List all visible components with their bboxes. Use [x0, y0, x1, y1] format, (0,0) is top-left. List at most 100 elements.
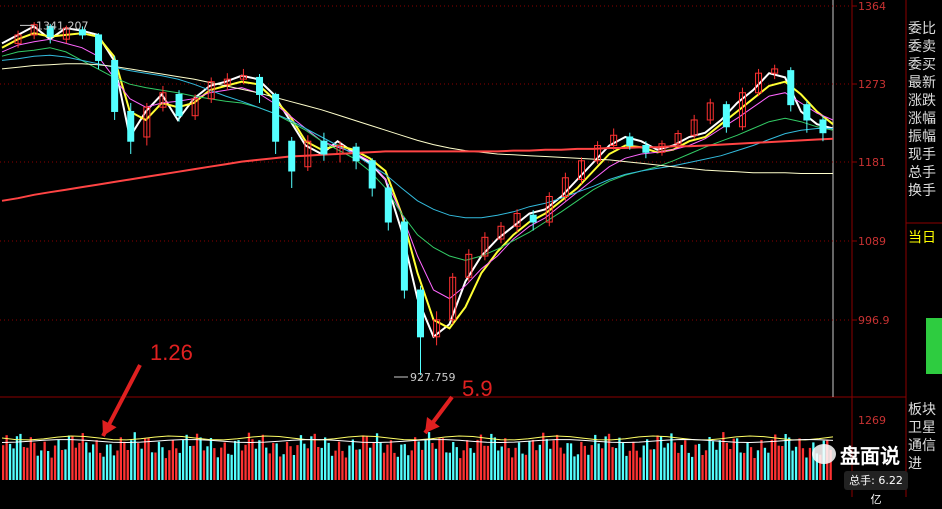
sector-label[interactable]: 进 [908, 456, 922, 472]
candle[interactable] [223, 73, 231, 91]
candle-body [577, 160, 585, 180]
volume-bar [663, 447, 666, 480]
candle[interactable] [594, 141, 602, 165]
candle[interactable] [368, 158, 376, 197]
candle[interactable] [803, 101, 811, 133]
candlestick-chart[interactable]: 1364 1273 1181 1089 996.9 1269 1341.207 927.75… [0, 0, 942, 497]
volume-bar [788, 437, 791, 480]
candle-body [368, 160, 376, 189]
candle-body [288, 140, 296, 172]
candle[interactable] [513, 209, 521, 233]
volume-bar [472, 452, 476, 480]
candle[interactable] [288, 136, 296, 188]
candle[interactable] [320, 132, 328, 161]
candle[interactable] [62, 25, 70, 44]
moving-average-line [1, 63, 833, 174]
candle[interactable] [449, 273, 457, 325]
sector-list[interactable]: 板块 卫星 通信 进 [908, 401, 942, 473]
volume-bar [234, 440, 237, 480]
intraday-label[interactable]: 当日 [908, 230, 936, 246]
candle[interactable] [30, 22, 38, 40]
candle[interactable] [417, 285, 424, 376]
candle[interactable] [304, 135, 312, 171]
candle[interactable] [336, 141, 344, 163]
volume-bar [680, 444, 683, 480]
volume-bar [272, 442, 275, 480]
candle[interactable] [642, 141, 650, 159]
volume-bar [60, 450, 64, 480]
candle[interactable] [46, 23, 54, 44]
candle[interactable] [433, 311, 441, 346]
candle-body [46, 25, 54, 38]
candle-body [449, 276, 457, 321]
candle[interactable] [819, 115, 827, 142]
candle[interactable] [787, 67, 795, 112]
volume-bar [12, 448, 15, 480]
stat-label: 现手 [908, 147, 936, 163]
volume-bars[interactable] [1, 432, 834, 480]
candle[interactable] [610, 128, 618, 150]
candlesticks[interactable] [14, 22, 827, 376]
candle[interactable] [78, 26, 86, 40]
candle-body [722, 104, 730, 128]
volume-bar [175, 448, 178, 480]
candle[interactable] [481, 232, 489, 261]
volume-bar [268, 453, 271, 480]
candle[interactable] [207, 77, 215, 103]
candle[interactable] [674, 130, 682, 148]
volume-bar [57, 439, 60, 480]
candle[interactable] [191, 94, 199, 120]
candle[interactable] [771, 64, 779, 80]
volume-bar [580, 441, 583, 480]
candle[interactable] [239, 68, 247, 85]
candle[interactable] [690, 114, 698, 139]
candle[interactable] [722, 101, 730, 133]
candle[interactable] [755, 68, 763, 97]
candle[interactable] [384, 183, 392, 231]
candle[interactable] [352, 142, 360, 170]
candle[interactable] [706, 98, 714, 125]
candle[interactable] [143, 102, 151, 146]
candle-body [191, 98, 199, 117]
candle[interactable] [497, 222, 505, 244]
volume-ma-line [1, 438, 834, 444]
candle[interactable] [400, 217, 408, 299]
volume-bar [659, 436, 663, 480]
volume-bar [130, 440, 133, 480]
volume-bar [614, 448, 618, 480]
volume-bar [753, 458, 756, 480]
volume-bar [684, 440, 687, 480]
candle[interactable] [561, 172, 569, 201]
candle[interactable] [465, 249, 473, 282]
candle[interactable] [95, 33, 103, 69]
sector-label[interactable]: 卫星 [908, 420, 936, 436]
candle[interactable] [577, 157, 585, 184]
volume-bar [123, 441, 126, 480]
stat-label: 总手 [908, 165, 936, 181]
candle[interactable] [529, 210, 537, 231]
candle[interactable] [256, 74, 264, 103]
volume-bar [656, 435, 659, 480]
volume-bar [708, 437, 711, 480]
sector-label[interactable]: 板块 [908, 402, 936, 418]
annotations: 1341.207 927.759 1.26 5.9 [20, 19, 493, 437]
candle[interactable] [545, 192, 553, 227]
candle[interactable] [127, 102, 135, 154]
candle[interactable] [14, 30, 22, 48]
candle[interactable] [658, 140, 666, 156]
volume-bar [594, 434, 597, 480]
volume-bar [677, 452, 680, 480]
candle[interactable] [272, 92, 280, 154]
volume-bar [791, 450, 794, 480]
sector-label[interactable]: 通信 [908, 438, 936, 454]
candle-body [658, 143, 666, 153]
candle[interactable] [738, 87, 746, 131]
volume-bar [171, 440, 174, 480]
volume-bar [812, 442, 815, 480]
stat-label: 委买 [908, 57, 936, 73]
candle[interactable] [626, 132, 634, 150]
candle-body [771, 68, 779, 74]
candle[interactable] [159, 85, 167, 112]
candle[interactable] [111, 56, 119, 120]
candle[interactable] [175, 90, 183, 122]
